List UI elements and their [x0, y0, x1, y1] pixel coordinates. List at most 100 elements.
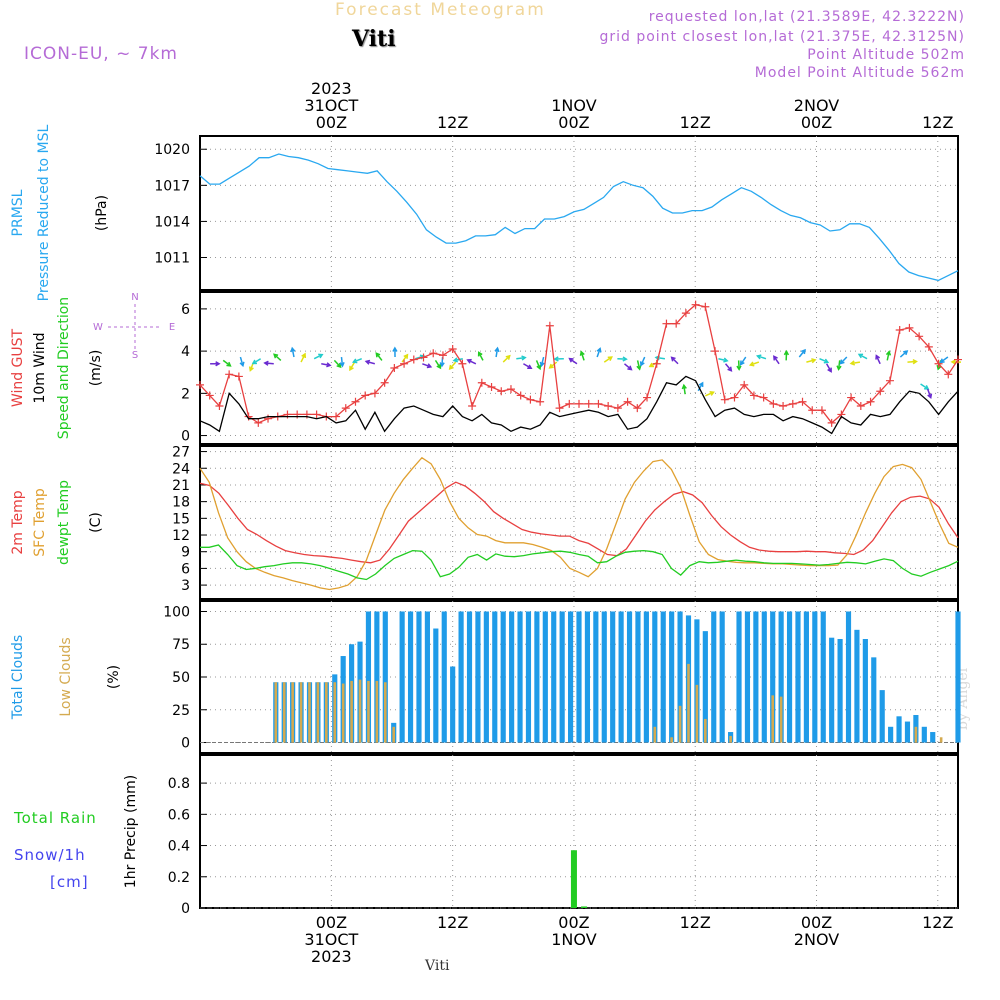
y-axis-label: Total Clouds [10, 635, 26, 720]
total-clouds-bar [795, 611, 801, 743]
low-clouds-bar [299, 682, 303, 743]
total-clouds-bar [820, 611, 826, 743]
total-clouds-bar [812, 611, 818, 743]
total-clouds-bar [711, 611, 717, 743]
y-axis-label: SFC Temp [32, 488, 48, 557]
gust-point [390, 364, 399, 372]
gust-point [701, 302, 710, 311]
precip-legend-label: [cm] [50, 873, 89, 891]
gust-point [954, 355, 962, 364]
wind-arrow-head [723, 357, 729, 363]
low-clouds-bar [291, 682, 294, 743]
bottom-time-label: 2NOV [794, 930, 839, 949]
wind-arrow-head [539, 361, 545, 368]
gust-point [448, 345, 457, 353]
temperature-frame [199, 445, 959, 600]
wind-arrow [333, 359, 342, 368]
low-clouds-bar [914, 726, 918, 743]
bottom-time-label: 2023 [311, 947, 352, 966]
compass-s: S [132, 350, 138, 361]
total-clouds-bar [500, 611, 506, 743]
y-axis-label: PRMSL [10, 189, 26, 236]
wind-arrow-head [349, 365, 354, 372]
gust-point [652, 359, 661, 368]
top-time-label: 2023 [311, 79, 352, 98]
total-clouds-bar [584, 611, 591, 743]
wind-arrow-head [494, 346, 500, 353]
total-clouds-bar [719, 611, 725, 743]
wind-arrow-head [436, 363, 442, 370]
wind-arrow-head [339, 362, 345, 368]
gust-point [895, 326, 904, 334]
y-tick-label: 21 [172, 478, 190, 494]
total-clouds-bar [399, 611, 405, 743]
low-clouds-bar [779, 696, 783, 743]
low-clouds-bar [687, 663, 690, 743]
wind-arrow-head [936, 364, 942, 371]
wind-arrow-head [273, 353, 279, 359]
wind-arrow-head [622, 356, 628, 362]
y-tick-label: 6 [181, 561, 190, 577]
total-clouds-bar [576, 611, 582, 743]
wind-arrow-head [326, 362, 332, 368]
dewpt-temp-line [200, 544, 959, 581]
wind-arrow [349, 361, 356, 371]
wind-arrow-head [875, 354, 881, 360]
wind-arrow-head [924, 385, 930, 390]
gust-point [264, 414, 273, 423]
top-time-label: 2NOV [794, 96, 839, 115]
wind-arrow-head [827, 367, 832, 373]
wind-arrow-head [301, 352, 307, 359]
top-time-label: 1NOV [551, 96, 596, 115]
low-clouds-bar [274, 682, 278, 743]
point-altitude: Point Altitude 502m [807, 47, 965, 63]
wind-arrow-head [783, 349, 790, 356]
total-clouds-bar [669, 611, 675, 743]
total-clouds-bar [475, 611, 481, 743]
model-label: ICON-EU, ~ 7km [24, 44, 178, 64]
wind-arrow-head [950, 359, 956, 365]
bottom-time-label: 1NOV [551, 930, 596, 949]
total-clouds-bar [382, 611, 388, 743]
total-clouds-bar [803, 611, 809, 743]
gust-point [885, 376, 894, 385]
gust-point [827, 418, 836, 427]
wind-arrow-head [364, 359, 371, 365]
gust-point [623, 397, 632, 406]
wind-arrow [540, 356, 545, 366]
bottom-time-label: 31OCT [304, 930, 358, 949]
compass-n: N [131, 292, 138, 303]
wind-arrow-head [452, 357, 459, 363]
wind-arrow-head [290, 346, 296, 353]
gust-point [477, 378, 486, 387]
wind-arrow-head [836, 365, 842, 371]
y-tick-label: 75 [172, 637, 190, 653]
wind-panel: 0 2 4 6 Wind GUST 10m Wind Speed and Direction… [10, 291, 962, 445]
low-clouds-bar [358, 679, 362, 743]
wind-arrow-head [727, 366, 733, 372]
footer-place: Viti [425, 958, 450, 974]
top-time-label: 00Z [316, 113, 347, 132]
wind-arrow [535, 360, 541, 369]
wind-arrow-head [536, 364, 542, 371]
gust-point [662, 319, 671, 328]
gust-point [691, 300, 700, 309]
y-axis-label: dewpt Temp [56, 480, 72, 565]
y-tick-label: 0.2 [168, 870, 190, 886]
total-clouds-bar [871, 657, 877, 743]
low-clouds-bar [375, 680, 379, 743]
gust-point [905, 323, 914, 332]
y-tick-label: 27 [172, 445, 190, 461]
gust-point [672, 319, 681, 328]
total-clouds-bar [896, 716, 902, 743]
total-clouds-bar [753, 611, 759, 743]
gust-point [759, 393, 768, 402]
wind-arrow-head [263, 360, 269, 366]
wind-arrow-head [849, 360, 856, 366]
top-time-label: 12Z [680, 113, 711, 132]
gust-point [711, 347, 720, 356]
gust-point [575, 399, 583, 408]
wind-arrow-head [736, 365, 742, 371]
gust-point [516, 391, 525, 400]
gust-point [341, 404, 350, 413]
